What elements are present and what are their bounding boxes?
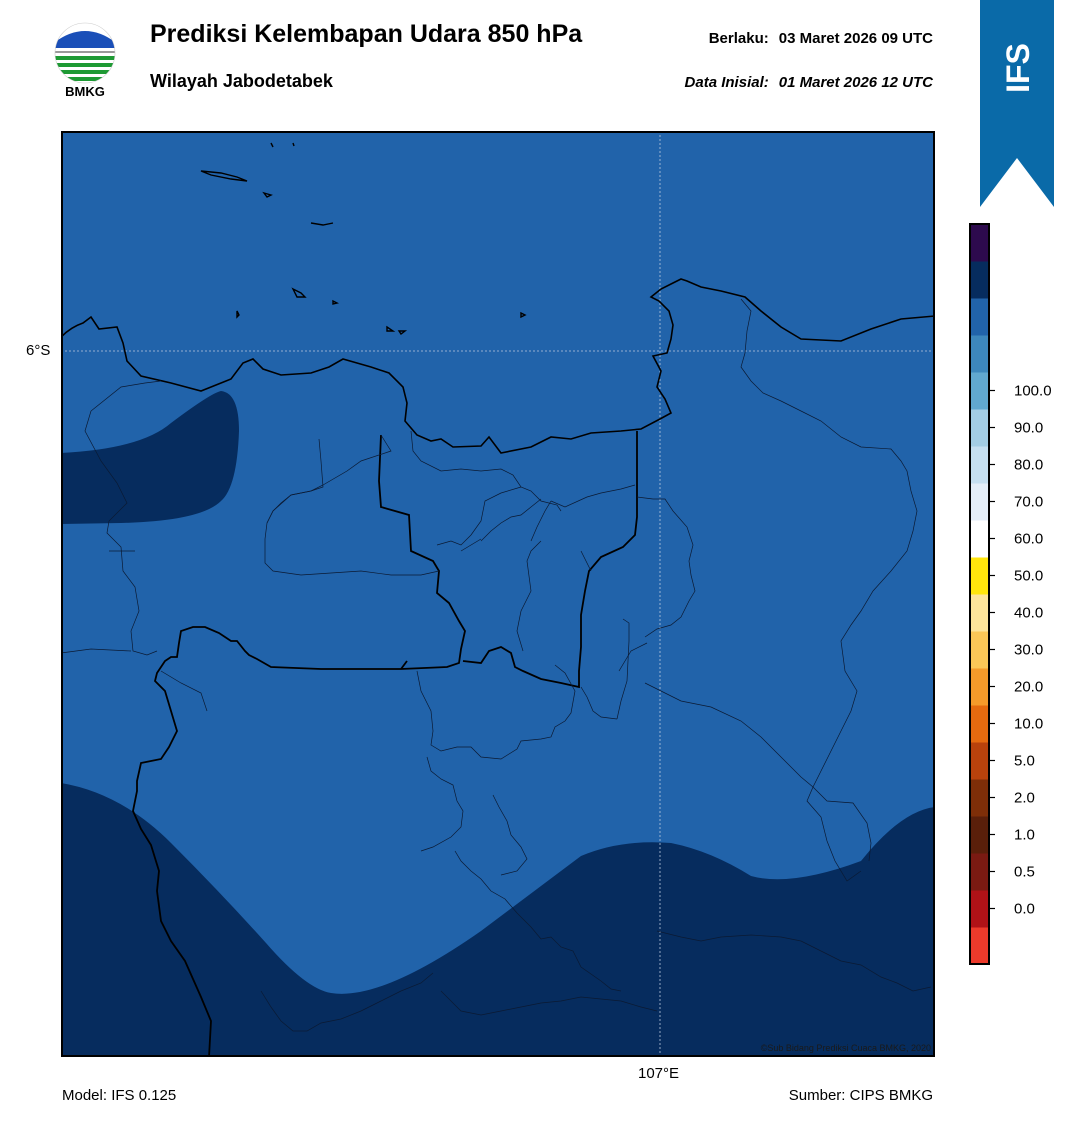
colorbar-label: 10.0 bbox=[1014, 716, 1043, 733]
island bbox=[292, 142, 295, 147]
logo-text: BMKG bbox=[65, 84, 105, 99]
humidity-zone-northwest bbox=[61, 391, 239, 524]
map-frame bbox=[61, 131, 935, 1057]
colorbar-label: 60.0 bbox=[1014, 531, 1043, 548]
colorbar-label: 80.0 bbox=[1014, 457, 1043, 474]
island bbox=[386, 325, 396, 332]
colorbar-segment bbox=[970, 779, 989, 817]
colorbar-segment bbox=[970, 668, 989, 706]
province-boundary bbox=[400, 660, 408, 670]
colorbar-segment bbox=[970, 224, 989, 262]
island bbox=[291, 287, 307, 298]
colorbar-segment bbox=[970, 409, 989, 447]
colorbar-label: 20.0 bbox=[1014, 679, 1043, 696]
model-label: Model: IFS 0.125 bbox=[62, 1087, 177, 1104]
province-boundary bbox=[132, 434, 466, 1057]
colorbar-segment bbox=[970, 705, 989, 743]
island bbox=[397, 330, 408, 336]
colorbar-segment bbox=[970, 335, 989, 373]
island bbox=[310, 222, 334, 226]
region-subtitle: Wilayah Jabodetabek bbox=[150, 71, 333, 91]
coastline bbox=[61, 278, 935, 454]
colorbar-label: 40.0 bbox=[1014, 605, 1043, 622]
colorbar-segment bbox=[970, 261, 989, 299]
chart-title: Prediksi Kelembapan Udara 850 hPa bbox=[150, 20, 583, 48]
colorbar-segment bbox=[970, 372, 989, 410]
ribbon-text: IFS bbox=[1000, 43, 1036, 93]
colorbar-label: 90.0 bbox=[1014, 420, 1043, 437]
init-label: Data Inisial: bbox=[684, 74, 769, 91]
colorbar-label: 2.0 bbox=[1014, 790, 1035, 807]
colorbar-segment bbox=[970, 557, 989, 595]
island bbox=[200, 170, 248, 182]
colorbar-segment bbox=[970, 483, 989, 521]
colorbar-segment bbox=[970, 446, 989, 484]
init-time: Data Inisial: 01 Maret 2026 12 UTC bbox=[685, 74, 933, 91]
island bbox=[520, 311, 527, 319]
ribbon-shape bbox=[980, 0, 1054, 207]
colorbar-label: 5.0 bbox=[1014, 753, 1035, 770]
humidity-map[interactable] bbox=[61, 131, 935, 1057]
colorbar-segment bbox=[970, 816, 989, 854]
longitude-label: 107°E bbox=[638, 1065, 680, 1082]
valid-label: Berlaku: bbox=[708, 30, 769, 47]
province-boundary bbox=[462, 431, 638, 689]
colorbar-label: 0.0 bbox=[1014, 901, 1035, 918]
colorbar-label: 30.0 bbox=[1014, 642, 1043, 659]
island bbox=[262, 191, 273, 198]
humidity-zone-south bbox=[61, 783, 935, 1057]
colorbar-segment bbox=[970, 520, 989, 558]
latitude-label: 6°S bbox=[26, 342, 51, 359]
colorbar-segment bbox=[970, 927, 989, 965]
island bbox=[332, 299, 340, 305]
colorbar-frame bbox=[969, 223, 990, 965]
colorbar-segment bbox=[970, 631, 989, 669]
colorbar-label: 100.0 bbox=[1014, 383, 1052, 400]
colorbar-segment bbox=[970, 890, 989, 928]
colorbar-label: 70.0 bbox=[1014, 494, 1043, 511]
colorbar: 0.0 0.5 1.0 2.0 5.0 10.0 20.0 30.0 40.0 50.0 60.0 7… bbox=[969, 223, 1052, 965]
init-value: 01 Maret 2026 12 UTC bbox=[778, 74, 933, 91]
island bbox=[270, 142, 274, 148]
source-label: Sumber: CIPS BMKG bbox=[788, 1087, 933, 1104]
colorbar-segment bbox=[970, 298, 989, 336]
colorbar-segment bbox=[970, 853, 989, 891]
ifs-ribbon: IFS bbox=[980, 0, 1054, 207]
regency-boundaries bbox=[61, 298, 932, 1032]
colorbar-segment bbox=[970, 742, 989, 780]
valid-value: 03 Maret 2026 09 UTC bbox=[778, 30, 933, 47]
colorbar-label: 0.5 bbox=[1014, 864, 1035, 881]
valid-time: Berlaku: 03 Maret 2026 09 UTC bbox=[709, 30, 933, 47]
colorbar-label: 50.0 bbox=[1014, 568, 1043, 585]
bmkg-logo-icon bbox=[54, 22, 116, 84]
island bbox=[236, 310, 240, 319]
colorbar-label: 1.0 bbox=[1014, 827, 1035, 844]
map-credit: ©Sub Bidang Prediksi Cuaca BMKG, 2020 bbox=[760, 1043, 931, 1053]
colorbar-segment bbox=[970, 594, 989, 632]
